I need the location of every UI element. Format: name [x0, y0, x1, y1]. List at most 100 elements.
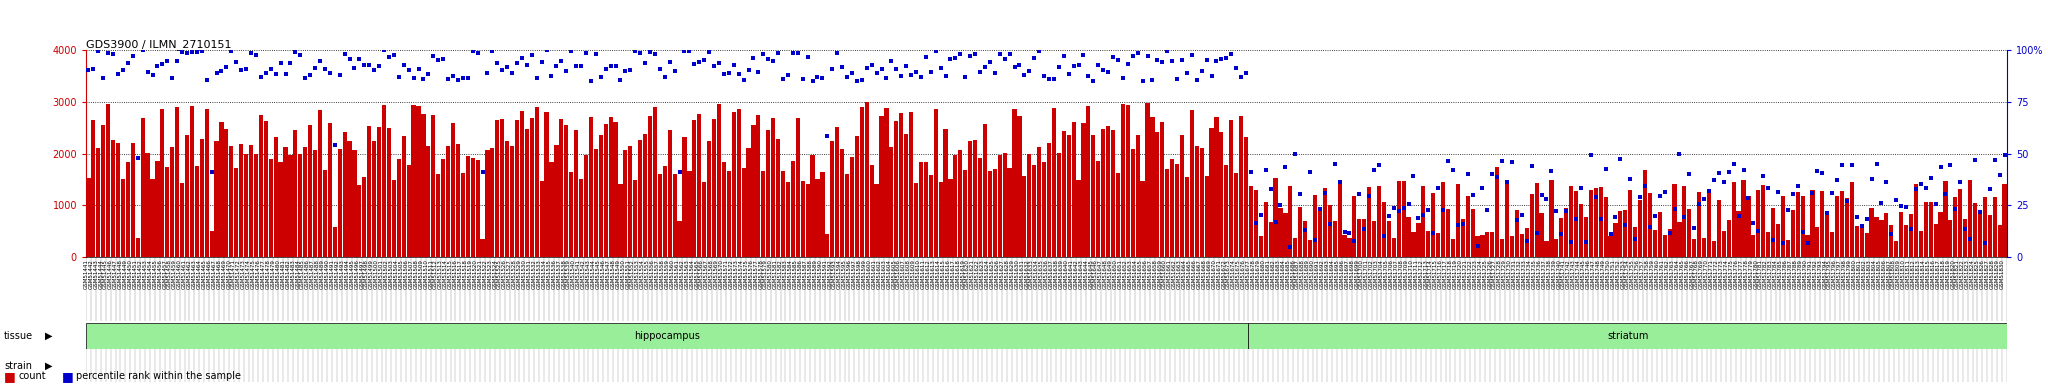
Point	[772, 73, 805, 79]
Bar	[1677, 222, 1681, 257]
Bar	[1475, 236, 1479, 257]
Bar	[860, 107, 864, 257]
Bar	[1929, 202, 1933, 257]
Bar	[1716, 200, 1720, 257]
Point	[1919, 201, 1952, 207]
Point	[1343, 190, 1376, 197]
Text: GSM51447: GSM51447	[113, 259, 119, 289]
Text: GSM51634: GSM51634	[1034, 259, 1038, 289]
Point	[1372, 213, 1405, 219]
Bar	[1145, 103, 1149, 257]
Bar	[1284, 213, 1288, 257]
Text: GSM51543: GSM51543	[586, 259, 592, 289]
Point	[461, 50, 494, 56]
Text: GSM51477: GSM51477	[260, 259, 266, 289]
Text: GSM51803: GSM51803	[1866, 259, 1872, 289]
Bar	[440, 159, 444, 257]
Bar	[1599, 187, 1604, 257]
Text: GSM51589: GSM51589	[813, 259, 817, 289]
Bar	[307, 125, 311, 257]
Bar	[811, 155, 815, 257]
Text: GSM51511: GSM51511	[428, 259, 434, 289]
Point	[244, 74, 276, 80]
Bar	[373, 141, 377, 257]
Bar	[268, 159, 272, 257]
Point	[475, 48, 508, 54]
Text: GSM51800: GSM51800	[1851, 259, 1858, 289]
Bar	[1200, 148, 1204, 257]
Text: GSM51682: GSM51682	[1270, 259, 1276, 289]
Text: GSM51668: GSM51668	[1202, 259, 1206, 289]
Point	[1958, 157, 1991, 163]
Point	[958, 51, 991, 57]
Text: GSM51728: GSM51728	[1497, 259, 1501, 289]
Bar	[1632, 227, 1636, 257]
Bar	[254, 154, 258, 257]
Bar	[342, 132, 346, 257]
Bar	[457, 144, 461, 257]
Point	[782, 50, 815, 56]
Point	[1491, 179, 1524, 185]
Text: GSM51535: GSM51535	[547, 259, 551, 289]
Text: GSM51707: GSM51707	[1395, 259, 1399, 289]
Text: GSM51504: GSM51504	[393, 259, 399, 289]
Bar	[1077, 180, 1081, 257]
Bar	[1593, 188, 1597, 257]
Text: GSM51473: GSM51473	[242, 259, 246, 289]
Text: GSM51582: GSM51582	[778, 259, 782, 289]
Text: GSM51756: GSM51756	[1634, 259, 1640, 289]
Point	[625, 50, 657, 56]
Text: GSM51747: GSM51747	[1591, 259, 1595, 289]
Text: GSM51458: GSM51458	[168, 259, 172, 289]
Bar	[1550, 180, 1554, 257]
Bar	[317, 109, 322, 257]
Point	[1751, 184, 1784, 190]
Point	[1708, 179, 1741, 185]
Text: GSM51824: GSM51824	[1970, 259, 1974, 289]
Point	[1358, 167, 1391, 174]
Point	[1796, 190, 1829, 196]
Bar	[422, 114, 426, 257]
Text: GSM51812: GSM51812	[1911, 259, 1917, 289]
Text: GSM51548: GSM51548	[610, 259, 616, 289]
Point	[1565, 185, 1597, 191]
Text: GSM51734: GSM51734	[1526, 259, 1532, 289]
Text: GSM51718: GSM51718	[1448, 259, 1452, 289]
Point	[1063, 62, 1096, 68]
Text: GDS3900 / ILMN_2710151: GDS3900 / ILMN_2710151	[86, 39, 231, 50]
Point	[254, 66, 287, 73]
Text: GSM51519: GSM51519	[467, 259, 473, 289]
Point	[317, 142, 350, 148]
Bar	[745, 148, 752, 257]
Text: GSM51485: GSM51485	[301, 259, 305, 289]
Bar	[1214, 117, 1219, 257]
Bar	[938, 182, 942, 257]
Point	[1004, 62, 1036, 68]
Text: GSM51727: GSM51727	[1493, 259, 1497, 289]
Bar	[1397, 182, 1401, 257]
Bar	[170, 147, 174, 257]
Text: GSM51526: GSM51526	[502, 259, 508, 289]
Bar	[1176, 164, 1180, 257]
Bar	[1982, 197, 1987, 257]
Text: GSM51761: GSM51761	[1659, 259, 1665, 289]
Text: GSM51472: GSM51472	[236, 259, 242, 289]
Point	[1782, 183, 1815, 189]
Point	[342, 56, 375, 62]
Bar	[135, 238, 139, 257]
Bar	[983, 124, 987, 257]
Bar	[1821, 192, 1825, 257]
Text: GSM51796: GSM51796	[1833, 259, 1837, 289]
Point	[979, 70, 1012, 76]
Point	[559, 63, 592, 69]
Text: GSM51609: GSM51609	[911, 259, 915, 289]
Text: GSM51792: GSM51792	[1812, 259, 1817, 289]
Bar	[805, 184, 809, 257]
Text: GSM51468: GSM51468	[217, 259, 221, 289]
Text: GSM51621: GSM51621	[971, 259, 975, 289]
Point	[1944, 179, 1976, 185]
Bar	[1485, 232, 1489, 257]
Bar	[461, 173, 465, 257]
Text: GSM51669: GSM51669	[1206, 259, 1212, 289]
Bar	[1421, 186, 1425, 257]
